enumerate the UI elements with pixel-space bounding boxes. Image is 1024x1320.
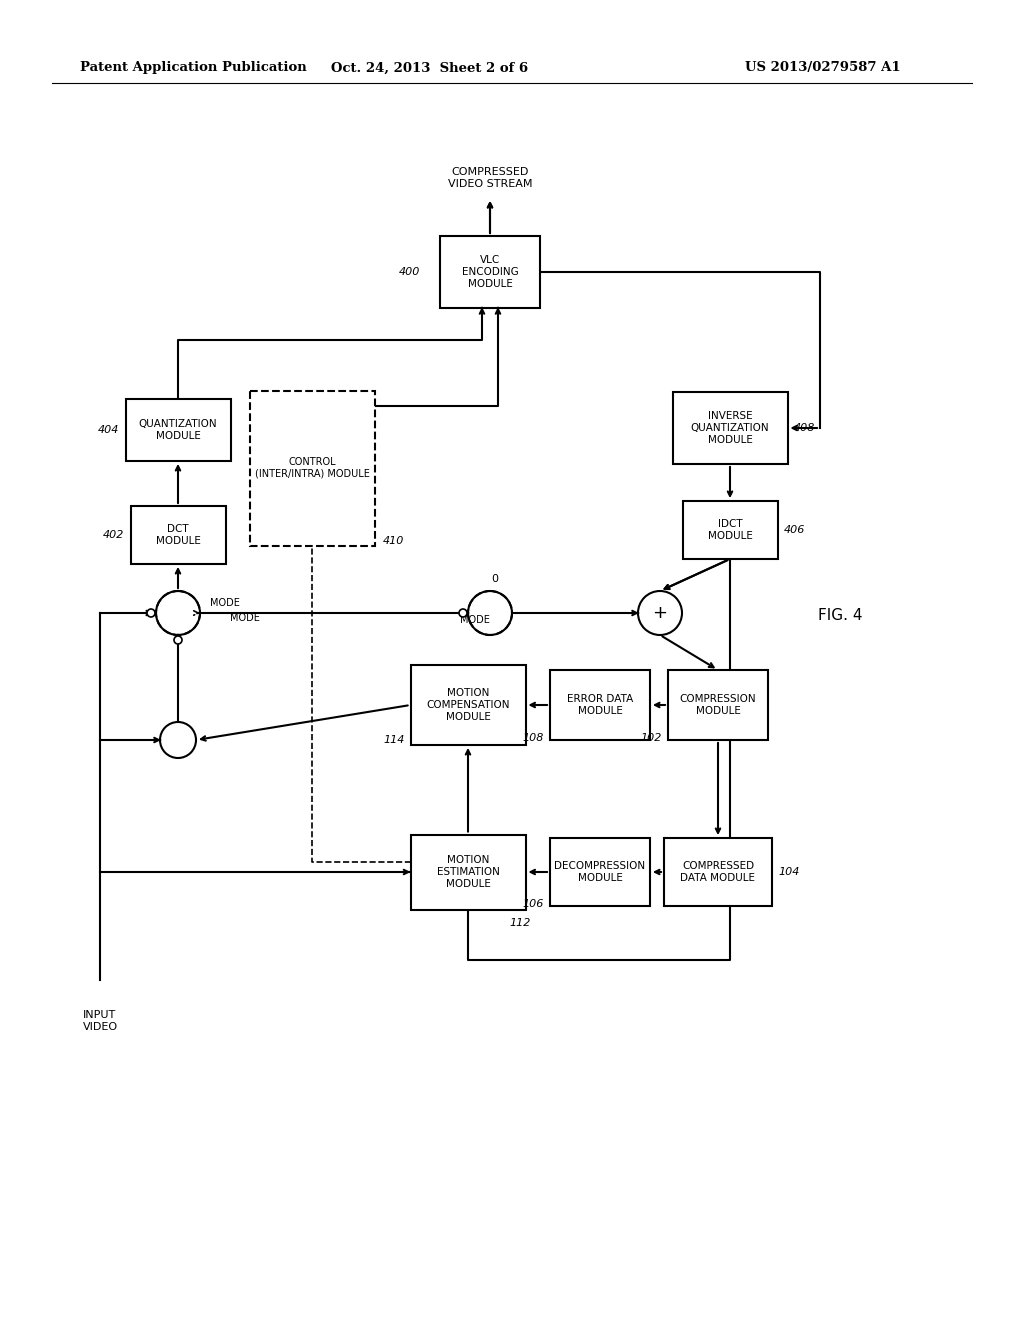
Text: 404: 404 [98,425,120,436]
Text: DCT
MODULE: DCT MODULE [156,524,201,545]
Text: VLC
ENCODING
MODULE: VLC ENCODING MODULE [462,255,518,289]
Bar [411,665,525,744]
Text: MODE: MODE [210,598,240,609]
Bar [664,838,772,906]
Text: ERROR DATA
MODULE: ERROR DATA MODULE [567,694,633,715]
Text: Oct. 24, 2013  Sheet 2 of 6: Oct. 24, 2013 Sheet 2 of 6 [332,62,528,74]
Text: MODE: MODE [460,615,490,624]
Text: 104: 104 [778,867,800,876]
Text: +: + [652,605,668,622]
Text: 402: 402 [103,531,125,540]
Bar [550,838,650,906]
Text: CONTROL
(INTER/INTRA) MODULE: CONTROL (INTER/INTRA) MODULE [255,457,370,479]
Text: 102: 102 [641,733,662,743]
Text: INPUT
VIDEO: INPUT VIDEO [83,1010,118,1032]
Bar [130,506,225,564]
Text: MOTION
ESTIMATION
MODULE: MOTION ESTIMATION MODULE [436,855,500,888]
Circle shape [459,609,467,616]
Text: 108: 108 [522,733,544,743]
Text: 112: 112 [510,919,531,928]
Circle shape [468,591,512,635]
Text: 406: 406 [783,525,805,535]
Bar [411,834,525,909]
Text: 0: 0 [492,574,499,583]
Bar [668,671,768,741]
Circle shape [160,722,196,758]
Circle shape [147,609,155,616]
Bar [683,502,777,558]
Text: Patent Application Publication: Patent Application Publication [80,62,307,74]
Text: MODE: MODE [230,612,260,623]
Text: 400: 400 [398,267,420,277]
Text: COMPRESSION
MODULE: COMPRESSION MODULE [680,694,757,715]
Bar [673,392,787,465]
Bar [250,391,375,545]
Bar [550,671,650,741]
Text: MOTION
COMPENSATION
MODULE: MOTION COMPENSATION MODULE [426,689,510,722]
Text: QUANTIZATION
MODULE: QUANTIZATION MODULE [138,420,217,441]
Text: DECOMPRESSION
MODULE: DECOMPRESSION MODULE [554,861,645,883]
Text: IDCT
MODULE: IDCT MODULE [708,519,753,541]
Circle shape [156,591,200,635]
Text: 114: 114 [383,735,404,744]
Text: 106: 106 [522,899,544,909]
Circle shape [174,636,182,644]
Text: COMPRESSED
DATA MODULE: COMPRESSED DATA MODULE [681,861,756,883]
Text: INVERSE
QUANTIZATION
MODULE: INVERSE QUANTIZATION MODULE [690,412,769,445]
Bar [126,399,230,461]
Text: US 2013/0279587 A1: US 2013/0279587 A1 [745,62,901,74]
Text: COMPRESSED
VIDEO STREAM: COMPRESSED VIDEO STREAM [447,168,532,189]
Text: FIG. 4: FIG. 4 [818,607,862,623]
Circle shape [638,591,682,635]
Text: 408: 408 [794,422,815,433]
Text: 410: 410 [383,536,403,545]
Bar [440,236,540,308]
